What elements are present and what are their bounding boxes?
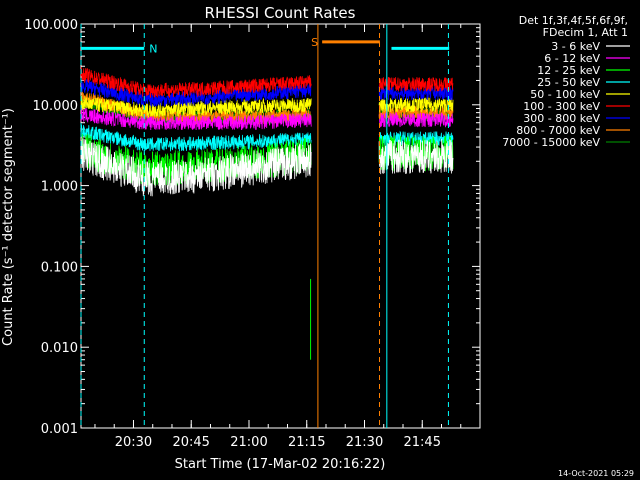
annotation-label: N bbox=[149, 42, 157, 55]
plot-area: 0.001 0.010 0.100 1.000 10.000 100.000 20:30 20… bbox=[24, 18, 481, 450]
timestamp-footer: 14-Oct-2021 05:29 bbox=[558, 469, 634, 478]
series-line-0 bbox=[378, 139, 454, 175]
x-tick-label: 21:30 bbox=[346, 435, 383, 450]
y-tick-label: 0.100 bbox=[41, 260, 78, 275]
legend-label: 100 - 300 keV bbox=[523, 100, 600, 113]
legend-label: 50 - 100 keV bbox=[530, 88, 600, 101]
y-tick-label: 1.000 bbox=[41, 180, 78, 195]
legend-label: 6 - 12 keV bbox=[544, 52, 600, 65]
series-line-6 bbox=[378, 84, 454, 101]
series-line-5 bbox=[378, 77, 454, 93]
series-line-4 bbox=[80, 95, 312, 119]
y-axis-label: Count Rate (s⁻¹ detector segment⁻¹) bbox=[1, 108, 16, 346]
series-line-0 bbox=[80, 138, 312, 197]
series-line-5 bbox=[80, 66, 312, 99]
legend-label: 25 - 50 keV bbox=[537, 76, 600, 89]
series-line-6 bbox=[80, 79, 312, 108]
series-line-3 bbox=[378, 130, 454, 147]
legend-label: 7000 - 15000 keV bbox=[502, 136, 600, 149]
x-tick-label: 21:45 bbox=[404, 435, 441, 450]
x-tick-label: 20:30 bbox=[115, 435, 152, 450]
x-axis-label: Start Time (17-Mar-02 20:16:22) bbox=[175, 457, 386, 472]
x-tick-label: 21:00 bbox=[230, 435, 267, 450]
legend-header: Det 1f,3f,4f,5f,6f,9f, bbox=[519, 14, 628, 27]
series-line-2 bbox=[80, 133, 312, 186]
legend-header: FDecim 1, Att 1 bbox=[543, 26, 628, 39]
series-line-1 bbox=[80, 107, 312, 131]
x-tick-label: 20:45 bbox=[172, 435, 209, 450]
series-line-3 bbox=[80, 124, 312, 152]
y-tick-label: 0.001 bbox=[41, 422, 78, 437]
legend-label: 3 - 6 keV bbox=[551, 40, 600, 53]
legend: Det 1f,3f,4f,5f,6f,9f,FDecim 1, Att 13 -… bbox=[502, 14, 630, 149]
annotation-label: S bbox=[311, 36, 318, 49]
legend-label: 800 - 7000 keV bbox=[516, 124, 600, 137]
chart-title: RHESSI Count Rates bbox=[205, 4, 356, 22]
series-line-1 bbox=[378, 111, 454, 128]
legend-label: 12 - 25 keV bbox=[537, 64, 600, 77]
y-tick-label: 100.000 bbox=[24, 18, 78, 33]
series-line-4 bbox=[378, 97, 454, 113]
y-tick-label: 0.010 bbox=[41, 341, 78, 356]
x-tick-label: 21:15 bbox=[288, 435, 325, 450]
legend-label: 300 - 800 keV bbox=[523, 112, 600, 125]
y-tick-label: 10.000 bbox=[33, 99, 79, 114]
